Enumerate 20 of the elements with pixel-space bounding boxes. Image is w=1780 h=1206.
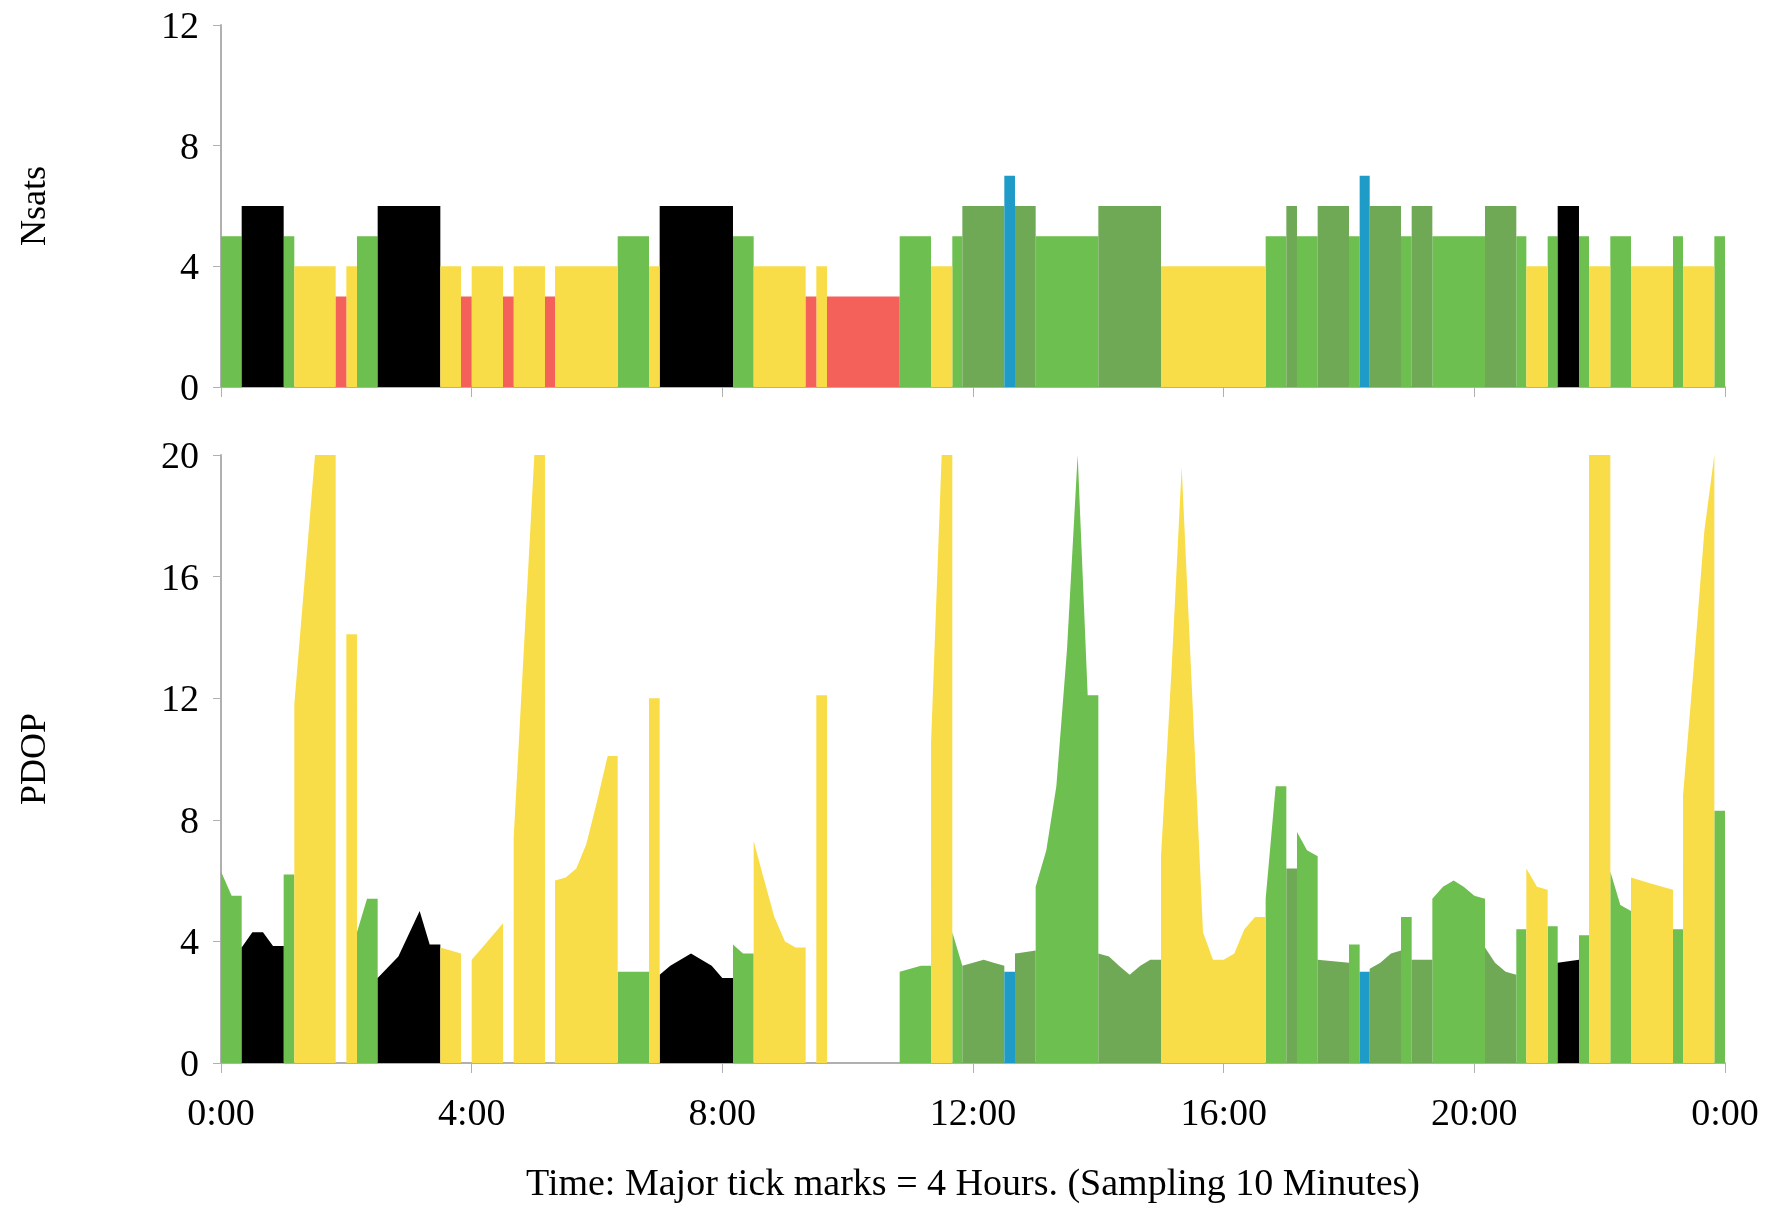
x-tick-label: 0:00	[187, 1091, 255, 1133]
y-tick-label: 8	[180, 124, 199, 167]
y-tick-label: 4	[180, 245, 199, 288]
y-tick-label: 0	[180, 1042, 199, 1084]
y-tick-label: 0	[180, 366, 199, 408]
y-tick-label: 12	[161, 4, 199, 46]
x-tick-label: 8:00	[688, 1091, 757, 1133]
x-tick-label: 0:00	[1691, 1091, 1759, 1133]
y-tick-label: 8	[180, 798, 199, 841]
y-tick-label: 20	[161, 434, 199, 476]
x-tick-label: 16:00	[1180, 1091, 1267, 1133]
x-tick-label: 20:00	[1431, 1091, 1518, 1133]
y-tick-label: 4	[180, 920, 199, 963]
y-tick-label: 16	[161, 555, 199, 598]
y-axis-title: PDOP	[13, 712, 53, 806]
x-tick-label: 4:00	[437, 1091, 506, 1133]
x-tick-label: 12:00	[929, 1091, 1017, 1133]
x-axis-title: Time: Major tick marks = 4 Hours. (Sampling 10 Minutes)	[526, 1161, 1420, 1204]
y-axis-title: Nsats	[13, 166, 53, 246]
y-tick-label: 12	[161, 677, 199, 720]
